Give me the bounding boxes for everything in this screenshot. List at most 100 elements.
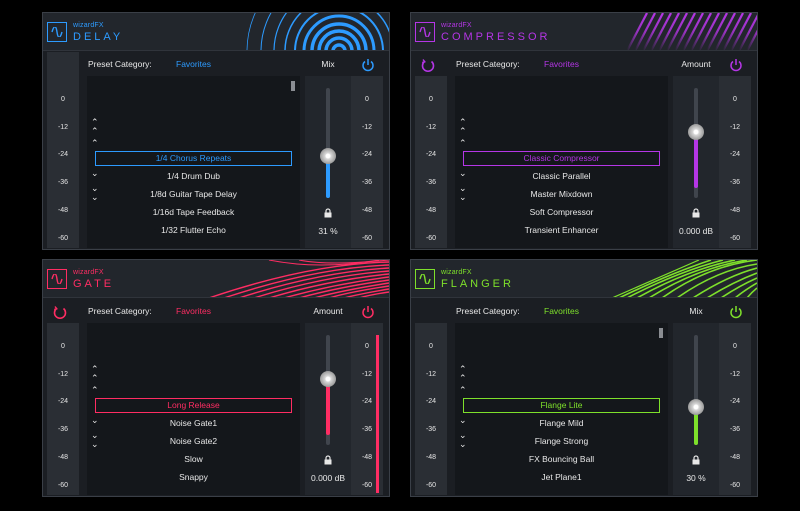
preset-item[interactable]: 1/4 Chorus Repeats: [95, 151, 292, 166]
preset-category-label: Preset Category:: [88, 306, 152, 316]
preset-scrollbar[interactable]: [659, 328, 663, 338]
wizardfx-logo-icon: [415, 22, 435, 42]
meter-tick: 0: [61, 343, 65, 350]
preset-item[interactable]: Flange Lite: [463, 398, 660, 413]
preset-category-label: Preset Category:: [456, 59, 520, 69]
double-chevron-up-icon[interactable]: ⌃ ⌃: [459, 117, 467, 136]
reset-icon[interactable]: [420, 58, 436, 74]
power-icon[interactable]: [361, 58, 375, 72]
slider-track[interactable]: [326, 88, 330, 198]
preset-item[interactable]: Noise Gate2: [169, 436, 218, 446]
preset-item[interactable]: 1/16d Tape Feedback: [152, 207, 235, 217]
lock-icon[interactable]: [324, 208, 332, 218]
slider-fill: [694, 407, 698, 445]
reset-icon[interactable]: [52, 305, 68, 321]
meter-tick: -48: [57, 207, 69, 214]
mix-slider[interactable]: 31 %: [305, 76, 351, 248]
preset-category-dropdown[interactable]: Favorites: [544, 59, 579, 69]
double-chevron-down-icon[interactable]: ⌄ ⌄: [459, 430, 467, 449]
chevron-down-icon[interactable]: ⌄: [459, 168, 467, 178]
amount-slider[interactable]: 0.000 dB: [305, 323, 351, 495]
double-chevron-down-icon[interactable]: ⌄ ⌄: [459, 183, 467, 202]
chevron-down-icon[interactable]: ⌄: [91, 415, 99, 425]
slider-thumb[interactable]: [320, 371, 336, 387]
amount-slider[interactable]: 0.000 dB: [673, 76, 719, 248]
preset-list[interactable]: ⌃ ⌃ ⌃ ⌄ ⌄ ⌄ Long Release Noise Gate1 Noise…: [87, 323, 300, 495]
preset-item[interactable]: Master Mixdown: [530, 189, 593, 199]
preset-category-dropdown[interactable]: Favorites: [544, 306, 579, 316]
preset-item[interactable]: Snappy: [179, 472, 208, 482]
mix-label: Mix: [321, 59, 335, 69]
chevron-up-icon[interactable]: ⌃: [91, 138, 99, 148]
meter-tick: -24: [729, 151, 741, 158]
meter-tick: -12: [729, 124, 741, 131]
preset-list[interactable]: ⌃ ⌃ ⌃ ⌄ ⌄ ⌄ Flange Lite Flange Mild Flange…: [455, 323, 668, 495]
preset-item[interactable]: Long Release: [95, 398, 292, 413]
flanger-plugin: wizardFX FLANGER 0 -12 -24 -36 -48 -60 P…: [410, 259, 758, 497]
lock-icon[interactable]: [692, 208, 700, 218]
amount-label: Amount: [681, 59, 711, 69]
preset-category-label: Preset Category:: [456, 306, 520, 316]
meter-tick: 0: [365, 96, 369, 103]
preset-item[interactable]: FX Bouncing Ball: [528, 454, 595, 464]
output-meter: 0 -12 -24 -36 -48 -60: [719, 323, 751, 495]
slider-track[interactable]: [694, 335, 698, 445]
preset-item[interactable]: 1/8d Guitar Tape Delay: [150, 189, 237, 199]
chevron-down-icon[interactable]: ⌄: [459, 415, 467, 425]
slider-thumb[interactable]: [320, 148, 336, 164]
double-chevron-up-icon[interactable]: ⌃ ⌃: [91, 364, 99, 383]
lock-icon[interactable]: [324, 455, 332, 465]
meter-tick: -36: [57, 426, 69, 433]
preset-category-dropdown[interactable]: Favorites: [176, 59, 211, 69]
output-meter: 0 -12 -24 -36 -48 -60: [719, 76, 751, 248]
double-chevron-down-icon[interactable]: ⌄ ⌄: [91, 183, 99, 202]
amount-value: 0.000 dB: [310, 473, 346, 483]
slider-thumb[interactable]: [688, 124, 704, 140]
power-icon[interactable]: [361, 305, 375, 319]
chevron-up-icon[interactable]: ⌃: [459, 138, 467, 148]
preset-item[interactable]: Flange Mild: [539, 418, 584, 428]
preset-scrollbar[interactable]: [291, 81, 295, 91]
double-chevron-up-icon[interactable]: ⌃ ⌃: [91, 117, 99, 136]
wizardfx-logo-icon: [47, 269, 67, 289]
preset-item[interactable]: 1/4 Drum Dub: [167, 171, 220, 181]
preset-list[interactable]: ⌃ ⌃ ⌃ ⌄ ⌄ ⌄ 1/4 Chorus Repeats 1/4 Drum Du…: [87, 76, 300, 248]
lock-icon[interactable]: [692, 455, 700, 465]
output-level-bar: [376, 335, 379, 493]
preset-item[interactable]: 1/32 Flutter Echo: [161, 225, 226, 235]
brand-label: wizardFX: [73, 269, 104, 276]
slider-fill: [694, 132, 698, 188]
meter-tick: -24: [729, 398, 741, 405]
output-meter: 0 -12 -24 -36 -48 -60: [351, 76, 383, 248]
preset-list[interactable]: ⌃ ⌃ ⌃ ⌄ ⌄ ⌄ Classic Compressor Classic Par…: [455, 76, 668, 248]
preset-category-dropdown[interactable]: Favorites: [176, 306, 211, 316]
double-chevron-up-icon[interactable]: ⌃ ⌃: [459, 364, 467, 383]
power-icon[interactable]: [729, 58, 743, 72]
preset-item[interactable]: Jet Plane1: [541, 472, 582, 482]
preset-item[interactable]: Noise Gate1: [169, 418, 218, 428]
meter-tick: -24: [57, 151, 69, 158]
meter-tick: -36: [361, 179, 373, 186]
slider-thumb[interactable]: [688, 399, 704, 415]
preset-item[interactable]: Classic Parallel: [532, 171, 591, 181]
plugin-name: COMPRESSOR: [441, 31, 551, 43]
meter-tick: -12: [361, 371, 373, 378]
double-chevron-down-icon[interactable]: ⌄ ⌄: [91, 430, 99, 449]
meter-tick: -60: [425, 482, 437, 489]
power-icon[interactable]: [729, 305, 743, 319]
compressor-plugin: wizardFX COMPRESSOR 0 -12 -24 -36 -48 -6…: [410, 12, 758, 250]
preset-item[interactable]: Soft Compressor: [529, 207, 594, 217]
preset-item[interactable]: Transient Enhancer: [524, 225, 599, 235]
chevron-up-icon[interactable]: ⌃: [459, 385, 467, 395]
plugin-header: wizardFX DELAY: [43, 13, 389, 51]
preset-item[interactable]: Flange Strong: [534, 436, 589, 446]
chevron-up-icon[interactable]: ⌃: [91, 385, 99, 395]
chevron-down-icon[interactable]: ⌄: [91, 168, 99, 178]
plugin-header: wizardFX FLANGER: [411, 260, 757, 298]
meter-tick: -36: [729, 426, 741, 433]
preset-item[interactable]: Classic Compressor: [463, 151, 660, 166]
meter-tick: -60: [729, 482, 741, 489]
mix-slider[interactable]: 30 %: [673, 323, 719, 495]
preset-item[interactable]: Slow: [184, 454, 203, 464]
meter-tick: 0: [733, 343, 737, 350]
